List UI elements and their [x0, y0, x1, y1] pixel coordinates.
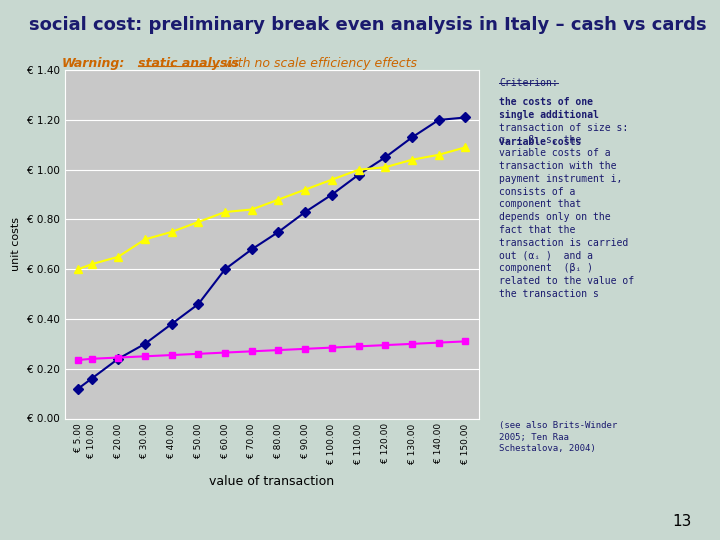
Credit card POS [328, 177, 336, 183]
Line: Cash: Cash [75, 114, 469, 392]
Credit card POS [381, 164, 390, 171]
Text: static analysis: static analysis [138, 57, 239, 70]
Credit card POS [167, 228, 176, 235]
Cash [274, 228, 283, 235]
Debit card POS [408, 341, 416, 347]
Cash [248, 246, 256, 253]
X-axis label: value of transaction: value of transaction [210, 475, 334, 488]
Debit card POS [248, 348, 256, 355]
Credit card POS [274, 197, 283, 203]
Cash [328, 191, 336, 198]
Text: 13: 13 [672, 514, 691, 529]
Cash [434, 117, 443, 123]
Cash [381, 154, 390, 160]
Credit card POS [461, 144, 469, 151]
Cash [354, 172, 363, 178]
Debit card POS [74, 357, 83, 363]
Debit card POS [381, 342, 390, 348]
Text: transaction of size s:
αᵢ + βᵢ s, the
variable costs of a
transaction with the
p: transaction of size s: αᵢ + βᵢ s, the va… [499, 123, 634, 299]
Debit card POS [274, 347, 283, 353]
Cash [408, 134, 416, 140]
Credit card POS [354, 166, 363, 173]
Debit card POS [114, 354, 122, 361]
Text: Criterion:: Criterion: [499, 78, 558, 89]
Text: variable costs: variable costs [499, 137, 581, 147]
Cash [461, 114, 469, 121]
Text: (see also Brits-Winder
2005; Ten Raa
Schestalova, 2004): (see also Brits-Winder 2005; Ten Raa Sch… [499, 421, 617, 453]
Cash [301, 209, 310, 215]
Debit card POS [167, 352, 176, 359]
Cash [221, 266, 230, 273]
Credit card POS [408, 157, 416, 163]
Credit card POS [301, 186, 310, 193]
Credit card POS [221, 209, 230, 215]
Y-axis label: unit costs: unit costs [12, 217, 22, 271]
Cash [167, 321, 176, 327]
Debit card POS [328, 345, 336, 351]
Text: social cost: preliminary break even analysis in Italy – cash vs cards: social cost: preliminary break even anal… [29, 16, 706, 34]
Credit card POS [74, 266, 83, 273]
Cash [140, 341, 149, 347]
Text: with no scale efficiency effects: with no scale efficiency effects [220, 57, 417, 70]
Debit card POS [87, 355, 96, 362]
Credit card POS [194, 219, 202, 225]
Cash [87, 375, 96, 382]
Debit card POS [194, 350, 202, 357]
Cash [74, 386, 83, 392]
Debit card POS [140, 353, 149, 360]
Text: Warning:: Warning: [61, 57, 125, 70]
Text: the costs of one
single additional: the costs of one single additional [499, 97, 599, 120]
Cash [114, 355, 122, 362]
Debit card POS [434, 339, 443, 346]
Credit card POS [140, 236, 149, 242]
Cash [194, 301, 202, 307]
Credit card POS [87, 261, 96, 267]
Credit card POS [114, 254, 122, 260]
Debit card POS [354, 343, 363, 349]
Debit card POS [461, 338, 469, 345]
Credit card POS [248, 206, 256, 213]
Credit card POS [434, 152, 443, 158]
Line: Credit card POS: Credit card POS [74, 143, 469, 273]
Debit card POS [221, 349, 230, 356]
Debit card POS [301, 346, 310, 352]
Line: Debit card POS: Debit card POS [75, 338, 469, 363]
